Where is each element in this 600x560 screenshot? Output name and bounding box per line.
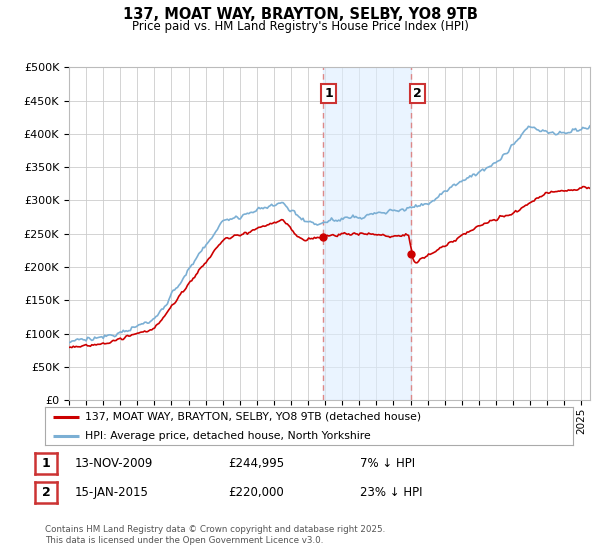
Text: 15-JAN-2015: 15-JAN-2015 bbox=[75, 486, 149, 500]
Text: £244,995: £244,995 bbox=[228, 457, 284, 470]
Text: 13-NOV-2009: 13-NOV-2009 bbox=[75, 457, 154, 470]
Text: 23% ↓ HPI: 23% ↓ HPI bbox=[360, 486, 422, 500]
Text: 137, MOAT WAY, BRAYTON, SELBY, YO8 9TB: 137, MOAT WAY, BRAYTON, SELBY, YO8 9TB bbox=[122, 7, 478, 22]
Text: 1: 1 bbox=[42, 457, 50, 470]
Text: Price paid vs. HM Land Registry's House Price Index (HPI): Price paid vs. HM Land Registry's House … bbox=[131, 20, 469, 32]
Bar bbox=[323, 67, 411, 400]
Text: HPI: Average price, detached house, North Yorkshire: HPI: Average price, detached house, Nort… bbox=[85, 431, 370, 441]
Text: 2: 2 bbox=[42, 486, 50, 500]
Text: £220,000: £220,000 bbox=[228, 486, 284, 500]
Text: Contains HM Land Registry data © Crown copyright and database right 2025.
This d: Contains HM Land Registry data © Crown c… bbox=[45, 525, 385, 545]
Text: 2: 2 bbox=[413, 87, 422, 100]
Text: 7% ↓ HPI: 7% ↓ HPI bbox=[360, 457, 415, 470]
Text: 137, MOAT WAY, BRAYTON, SELBY, YO8 9TB (detached house): 137, MOAT WAY, BRAYTON, SELBY, YO8 9TB (… bbox=[85, 412, 421, 422]
Text: 1: 1 bbox=[325, 87, 334, 100]
